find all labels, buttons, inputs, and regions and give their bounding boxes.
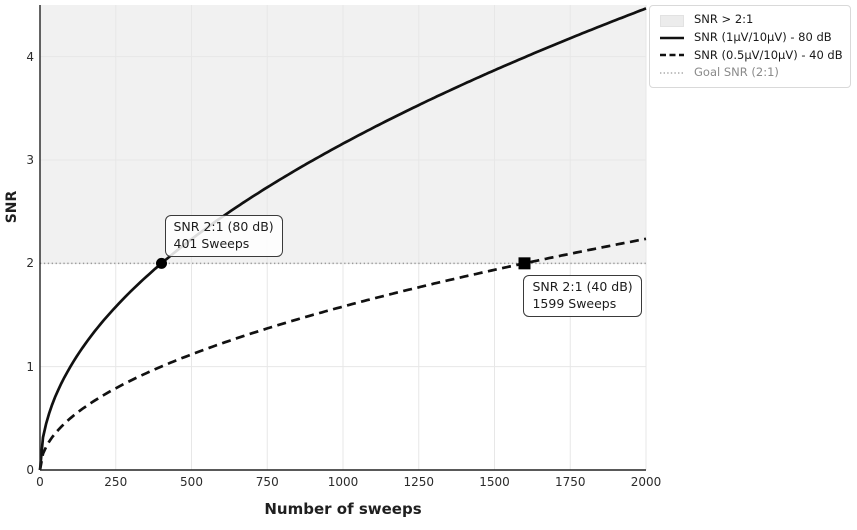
legend-item-goal-snr: Goal SNR (2:1) — [659, 66, 841, 80]
legend: SNR > 2:1 SNR (1µV/10µV) - 80 dB SNR (0.… — [649, 5, 851, 89]
y-tick-label: 4 — [26, 49, 34, 64]
legend-item-shaded-region: SNR > 2:1 — [659, 12, 841, 27]
annotation-line2: 401 Sweeps — [173, 235, 250, 251]
legend-label: SNR > 2:1 — [694, 12, 754, 26]
solid-line-swatch-icon — [659, 32, 685, 44]
legend-label: SNR (1µV/10µV) - 80 dB — [694, 29, 832, 44]
y-axis-label: SNR — [4, 190, 20, 224]
dashed-line-swatch-icon — [659, 49, 685, 61]
x-tick-label: 1500 — [479, 475, 510, 489]
goal-marker-square-40db — [518, 257, 531, 270]
legend-item-40db-curve: SNR (0.5µV/10µV) - 40 dB — [659, 47, 843, 63]
snr-80db-curve — [38, 7, 647, 471]
snr-40db-curve — [38, 237, 647, 471]
shaded-region-swatch-icon — [659, 14, 685, 27]
x-tick-label: 0 — [36, 475, 44, 489]
x-tick-label: 1750 — [554, 475, 586, 489]
annotation-80db-goal: SNR 2:1 (80 dB) 401 Sweeps — [164, 215, 283, 257]
x-tick-label: 500 — [180, 475, 203, 489]
goal-marker-circle-80db — [156, 257, 168, 269]
dotted-line-swatch-icon — [659, 67, 685, 79]
x-tick-label: 750 — [255, 475, 279, 489]
x-tick-label: 1000 — [327, 475, 359, 489]
annotation-line2: 1599 Sweeps — [532, 295, 617, 311]
annotation-line1: SNR 2:1 (80 dB) — [173, 219, 274, 235]
annotation-line1: SNR 2:1 (40 dB) — [532, 279, 633, 295]
y-tick-label: 2 — [26, 256, 34, 271]
x-tick-label: 1250 — [403, 475, 435, 489]
x-tick-label: 250 — [104, 475, 128, 489]
legend-label: Goal SNR (2:1) — [694, 65, 779, 80]
x-tick-label: 2000 — [630, 475, 662, 489]
legend-label: SNR (0.5µV/10µV) - 40 dB — [694, 47, 843, 62]
y-tick-label: 0 — [26, 463, 34, 477]
x-axis-label: Number of sweeps — [264, 500, 422, 518]
y-tick-label: 3 — [26, 153, 34, 167]
y-tick-label: 1 — [26, 359, 34, 374]
legend-item-80db-curve: SNR (1µV/10µV) - 80 dB — [659, 29, 841, 45]
annotation-40db-goal: SNR 2:1 (40 dB) 1599 Sweeps — [523, 275, 642, 317]
